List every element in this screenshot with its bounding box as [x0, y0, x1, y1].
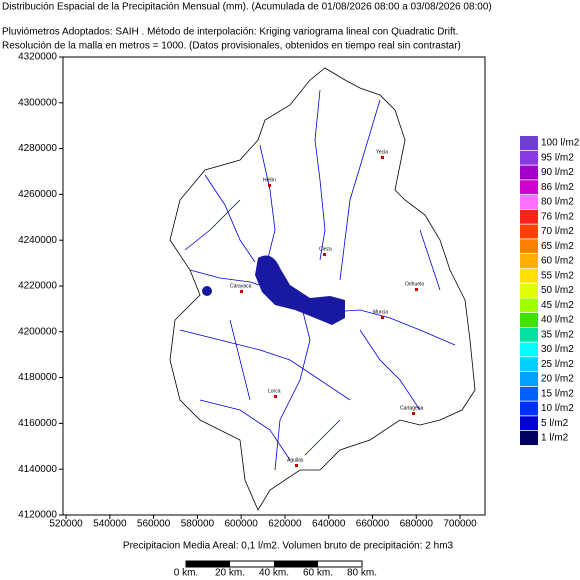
legend-swatch [520, 180, 538, 195]
subtitle: Resolución de la malla en metros = 1000.… [2, 41, 461, 52]
legend-swatch [520, 386, 538, 401]
legend-label: 40 l/m2 [541, 315, 574, 326]
x-tick-label: 520000 [49, 519, 83, 530]
city-label: Yecla [376, 149, 388, 155]
precip-area [255, 255, 345, 325]
city-label: Murcia [373, 309, 388, 315]
x-tick-label: 620000 [268, 519, 302, 530]
legend-swatch [520, 431, 538, 445]
precip-area [202, 286, 212, 296]
legend-label: 76 l/m2 [541, 211, 574, 222]
x-tick-label: 640000 [312, 519, 346, 530]
x-tick-label: 700000 [443, 519, 477, 530]
legend-label: 55 l/m2 [541, 270, 574, 281]
basin [169, 67, 476, 511]
legend-label: 70 l/m2 [541, 226, 574, 237]
city-label: Orihuela [405, 281, 424, 287]
legend-label: 60 l/m2 [541, 256, 574, 267]
legend-swatch [520, 342, 538, 357]
legend-label: 10 l/m2 [541, 403, 574, 414]
legend-label: 5 l/m2 [541, 418, 569, 429]
legend-swatch [520, 401, 538, 416]
subtitle: Pluviómetros Adoptados: SAIH . Método de… [2, 27, 458, 38]
x-tick-label: 660000 [356, 519, 390, 530]
city-label: Lorca [268, 388, 281, 394]
x-tick-label: 680000 [400, 519, 434, 530]
y-tick-label: 4300000 [18, 97, 57, 108]
legend-label: 30 l/m2 [541, 344, 574, 355]
legend-label: 20 l/m2 [541, 374, 574, 385]
y-tick-label: 4220000 [18, 281, 57, 292]
scale-bar [185, 560, 363, 568]
legend-label: 25 l/m2 [541, 359, 574, 370]
y-tick-label: 4240000 [18, 235, 57, 246]
x-tick-label: 540000 [93, 519, 127, 530]
legend-swatch [520, 283, 538, 298]
legend-label: 45 l/m2 [541, 300, 574, 311]
scale-label: 60 km. [303, 568, 333, 579]
y-tick-label: 4140000 [18, 464, 57, 475]
legend-swatch [520, 150, 538, 165]
y-tick-label: 4120000 [18, 510, 57, 521]
legend-label: 80 l/m2 [541, 197, 574, 208]
footer: Precipitacion Media Areal: 0,1 l/m2. Vol… [123, 541, 454, 552]
legend-label: 90 l/m2 [541, 167, 574, 178]
legend-swatch [520, 298, 538, 313]
legend-label: 100 l/m2 [541, 138, 580, 149]
x-tick-label: 580000 [181, 519, 215, 530]
title: Distribución Espacial de la Precipitació… [2, 2, 492, 13]
city-label: Águilas [287, 456, 304, 463]
legend-swatch [520, 416, 538, 431]
legend-label: 35 l/m2 [541, 329, 574, 340]
legend-label: 1 l/m2 [541, 433, 569, 444]
y-tick-label: 4160000 [18, 418, 57, 429]
y-tick-label: 4280000 [18, 143, 57, 154]
legend-swatch [520, 224, 538, 239]
legend-swatch [520, 327, 538, 342]
city-label: Cieza [319, 246, 332, 252]
legend-swatch [520, 313, 538, 327]
y-tick-label: 4260000 [18, 189, 57, 200]
y-tick-label: 4180000 [18, 372, 57, 383]
legend-swatch [520, 372, 538, 386]
y-tick-label: 4320000 [18, 52, 57, 63]
legend-swatch [520, 239, 538, 254]
scale-label: 20 km. [215, 568, 245, 579]
legend-swatch [520, 195, 538, 209]
legend-label: 15 l/m2 [541, 388, 574, 399]
legend-swatch [520, 209, 538, 224]
y-tick-label: 4200000 [18, 326, 57, 337]
legend-label: 86 l/m2 [541, 182, 574, 193]
x-tick-label: 560000 [137, 519, 171, 530]
legend-label: 50 l/m2 [541, 285, 574, 296]
scale-label: 40 km. [259, 568, 289, 579]
scale-label: 80 km. [347, 568, 377, 579]
legend-swatch [520, 136, 538, 150]
city-label: Hellín [263, 177, 276, 183]
legend-swatch [520, 254, 538, 268]
legend-label: 95 l/m2 [541, 152, 574, 163]
cities [240, 156, 418, 467]
legend-swatch [520, 268, 538, 283]
x-tick-label: 600000 [224, 519, 258, 530]
legend-swatch [520, 165, 538, 180]
city-label: Caravaca [230, 283, 252, 289]
city-label: Cartagena [400, 405, 424, 411]
legend-swatch [520, 357, 538, 372]
legend-label: 65 l/m2 [541, 241, 574, 252]
scale-label: 0 km. [174, 568, 198, 579]
